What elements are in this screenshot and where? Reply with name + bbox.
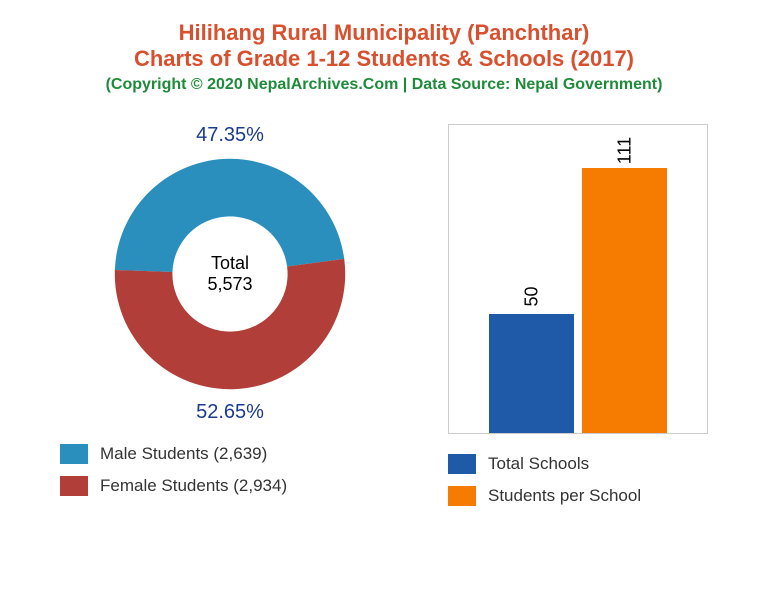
bar-students-value: 111	[614, 137, 635, 164]
male-legend-text: Male Students (2,639)	[100, 444, 267, 464]
bar-students: 111	[582, 168, 667, 433]
schools-legend-text: Total Schools	[488, 454, 589, 474]
students-legend-text: Students per School	[488, 486, 641, 506]
donut-legend: Male Students (2,639) Female Students (2…	[40, 444, 420, 496]
male-percent-label: 47.35%	[196, 124, 264, 147]
female-legend-color	[60, 476, 88, 496]
donut-center: Total 5,573	[207, 253, 252, 295]
copyright-text: (Copyright © 2020 NepalArchives.Com | Da…	[20, 76, 748, 94]
bar-schools-value: 50	[521, 286, 542, 306]
legend-item-male: Male Students (2,639)	[60, 444, 420, 464]
female-legend-text: Female Students (2,934)	[100, 476, 287, 496]
legend-item-schools: Total Schools	[448, 454, 728, 474]
center-label: Total	[207, 253, 252, 274]
title-line1: Hilihang Rural Municipality (Panchthar)	[20, 20, 748, 46]
students-legend-color	[448, 486, 476, 506]
legend-item-students: Students per School	[448, 486, 728, 506]
bar-section: 50 111 Total Schools Students per School	[428, 124, 728, 518]
schools-legend-color	[448, 454, 476, 474]
header: Hilihang Rural Municipality (Panchthar) …	[20, 20, 748, 94]
male-legend-color	[60, 444, 88, 464]
center-value: 5,573	[207, 274, 252, 295]
bar-legend: Total Schools Students per School	[428, 454, 728, 506]
title-line2: Charts of Grade 1-12 Students & Schools …	[20, 46, 748, 72]
legend-item-female: Female Students (2,934)	[60, 476, 420, 496]
bar-schools: 50	[489, 314, 574, 433]
bar-chart: 50 111	[448, 125, 707, 434]
female-percent-label: 52.65%	[196, 401, 264, 424]
donut-wrapper: 47.35% Total 5,573 52.65%	[80, 124, 380, 424]
charts-container: 47.35% Total 5,573 52.65% Male Students …	[20, 124, 748, 518]
donut-section: 47.35% Total 5,573 52.65% Male Students …	[40, 124, 420, 508]
bar-chart-wrapper: 50 111	[448, 124, 708, 434]
